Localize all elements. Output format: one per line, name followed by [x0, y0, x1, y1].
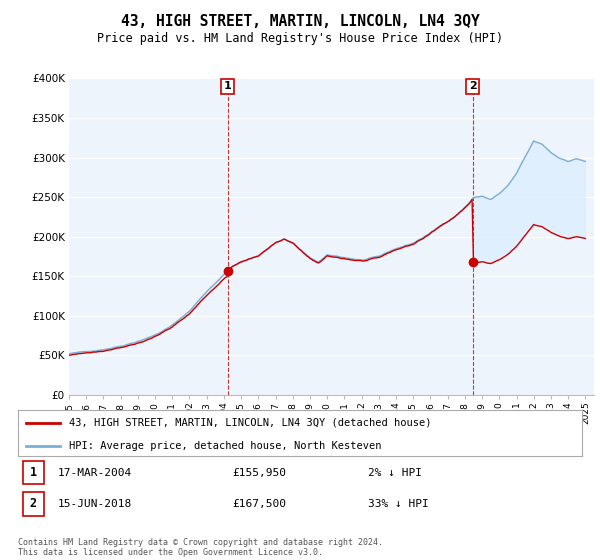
Text: 33% ↓ HPI: 33% ↓ HPI [368, 499, 428, 509]
Text: 2: 2 [469, 81, 476, 91]
Text: 43, HIGH STREET, MARTIN, LINCOLN, LN4 3QY: 43, HIGH STREET, MARTIN, LINCOLN, LN4 3Q… [121, 14, 479, 29]
Text: 1: 1 [29, 466, 37, 479]
Text: £167,500: £167,500 [232, 499, 286, 509]
Text: 43, HIGH STREET, MARTIN, LINCOLN, LN4 3QY (detached house): 43, HIGH STREET, MARTIN, LINCOLN, LN4 3Q… [69, 418, 431, 428]
Text: Price paid vs. HM Land Registry's House Price Index (HPI): Price paid vs. HM Land Registry's House … [97, 32, 503, 45]
Text: 2% ↓ HPI: 2% ↓ HPI [368, 468, 422, 478]
Text: 1: 1 [224, 81, 232, 91]
Bar [23, 492, 44, 516]
Text: Contains HM Land Registry data © Crown copyright and database right 2024.
This d: Contains HM Land Registry data © Crown c… [18, 538, 383, 557]
Text: HPI: Average price, detached house, North Kesteven: HPI: Average price, detached house, Nort… [69, 441, 381, 451]
Text: 2: 2 [29, 497, 37, 510]
Text: 15-JUN-2018: 15-JUN-2018 [58, 499, 132, 509]
Text: 17-MAR-2004: 17-MAR-2004 [58, 468, 132, 478]
Bar [23, 460, 44, 484]
Text: £155,950: £155,950 [232, 468, 286, 478]
